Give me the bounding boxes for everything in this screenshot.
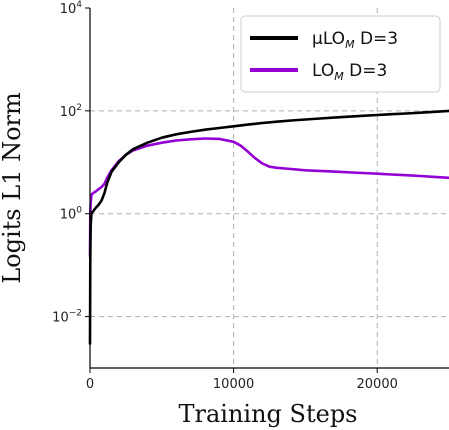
y-tick-label: 10−2 bbox=[52, 309, 82, 326]
y-tick-label: 104 bbox=[60, 0, 83, 17]
y-tick-label: 102 bbox=[60, 103, 82, 120]
x-axis-title: Training Steps bbox=[178, 400, 357, 428]
y-tick-label: 100 bbox=[60, 206, 83, 223]
ticks: 0 10000 20000 10−2 100 102 104 bbox=[52, 0, 398, 392]
legend-label: LOM D=3 bbox=[312, 61, 387, 83]
x-tick-label: 20000 bbox=[357, 377, 398, 392]
series-line-1 bbox=[88, 137, 449, 258]
x-tick-label: 0 bbox=[86, 377, 94, 392]
legend-label: μLOM D=3 bbox=[312, 29, 398, 51]
axes bbox=[89, 8, 449, 369]
legend-box bbox=[240, 15, 441, 93]
series-lines bbox=[88, 109, 449, 345]
legend: μLOM D=3 LOM D=3 bbox=[240, 15, 441, 93]
grid-lines bbox=[90, 8, 449, 368]
series-line-0 bbox=[88, 109, 449, 345]
y-axis-title: Logits L1 Norm bbox=[0, 92, 26, 284]
x-tick-label: 10000 bbox=[213, 377, 254, 392]
